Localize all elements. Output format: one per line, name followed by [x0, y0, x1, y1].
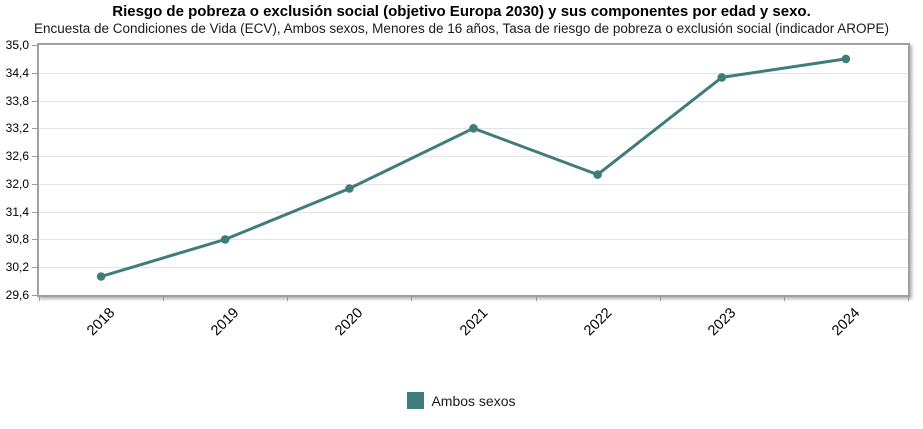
gridline	[39, 101, 908, 102]
y-axis-label: 33,8	[5, 93, 29, 108]
gridline	[39, 73, 908, 74]
gridline	[39, 267, 908, 268]
gridline	[39, 156, 908, 157]
plot-area	[37, 43, 910, 297]
y-axis-label: 32,6	[5, 149, 29, 164]
x-axis-label: 2020	[332, 305, 367, 340]
y-axis-tick	[32, 156, 37, 158]
legend-swatch-icon	[407, 392, 425, 409]
line-series	[96, 54, 851, 281]
data-point	[345, 184, 354, 193]
x-axis-tick	[163, 297, 164, 301]
x-axis-tick	[660, 297, 661, 301]
x-axis-label: 2021	[456, 305, 491, 340]
series-line	[99, 57, 848, 278]
x-axis-label: 2019	[208, 305, 243, 340]
legend-item-label: Ambos sexos	[431, 392, 516, 409]
y-axis-tick	[32, 239, 37, 241]
data-point	[469, 124, 478, 133]
y-axis-label: 34,4	[5, 65, 29, 80]
y-axis-label: 30,2	[5, 260, 29, 275]
x-axis-label: 2023	[704, 305, 740, 340]
chart-title: Riesgo de pobreza o exclusión social (ob…	[112, 3, 811, 20]
gridline	[39, 212, 908, 213]
x-axis-label: 2024	[829, 305, 864, 340]
y-axis-tick	[32, 211, 37, 213]
y-axis-label: 33,2	[5, 121, 29, 136]
gridline	[39, 239, 908, 240]
y-axis-label: 30,8	[5, 232, 29, 247]
x-axis-label: 2022	[580, 305, 615, 340]
x-axis-label: 2018	[84, 305, 119, 340]
data-point	[220, 235, 230, 244]
legend-item-ambos-sexos[interactable]: Ambos sexos	[407, 392, 516, 409]
y-axis-label: 31,4	[5, 204, 29, 219]
y-axis-tick	[32, 45, 37, 46]
x-axis-tick	[287, 297, 288, 301]
y-axis-label: 32,0	[5, 176, 29, 191]
gridline	[39, 184, 908, 185]
y-axis-tick	[32, 128, 37, 130]
x-axis-tick	[536, 297, 537, 301]
data-point	[841, 54, 851, 64]
y-axis-tick	[32, 267, 37, 269]
y-axis-label: 35,0	[5, 38, 29, 52]
y-axis-label: 29,6	[5, 288, 29, 302]
data-point	[96, 272, 106, 281]
y-axis-tick	[32, 72, 37, 74]
x-axis-tick	[784, 297, 785, 301]
data-point	[717, 73, 727, 82]
x-axis-tick	[39, 297, 40, 301]
chart-legend: Ambos sexos	[0, 392, 923, 409]
y-axis-tick	[32, 183, 37, 185]
chart-subtitle: Encuesta de Condiciones de Vida (ECV), A…	[34, 21, 889, 36]
x-axis-tick	[411, 297, 412, 301]
y-axis-tick	[32, 100, 37, 102]
y-axis-tick	[32, 295, 37, 296]
x-axis-tick	[908, 297, 909, 301]
data-point	[593, 170, 602, 179]
